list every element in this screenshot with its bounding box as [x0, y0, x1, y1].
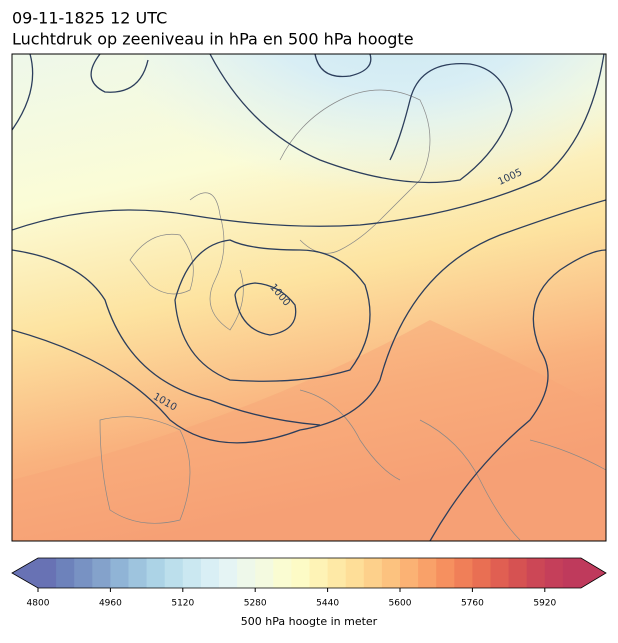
colorbar-bin	[562, 558, 582, 588]
colorbar-bin	[436, 558, 455, 588]
colorbar-bin	[219, 558, 238, 588]
colorbar-bin	[381, 558, 401, 588]
colorbar-bin	[490, 558, 510, 588]
colorbar-bin	[38, 558, 57, 588]
colorbar-bin	[74, 558, 93, 588]
colorbar-bin	[56, 558, 75, 588]
colorbar: 4800 4960 5120 5280 5440 5600 5760 5920	[11, 557, 607, 609]
colorbar-bin	[345, 558, 365, 588]
colorbar-bin	[182, 558, 202, 588]
low-pressure-area	[140, 54, 606, 270]
colorbar-tick-label: 4960	[99, 599, 122, 609]
colorbar-label: 500 hPa hoogte in meter	[241, 615, 378, 628]
title-line: 09-11-1825 12 UTC	[12, 9, 167, 28]
title-line: Luchtdruk op zeeniveau in hPa en 500 hPa…	[12, 30, 414, 49]
colorbar-bin	[291, 558, 310, 588]
colorbar-bin	[526, 558, 546, 588]
colorbar-bin	[327, 558, 347, 588]
colorbar-bin	[472, 558, 491, 588]
colorbar-bin	[237, 558, 256, 588]
colorbar-bin	[400, 558, 419, 588]
colorbar-bin	[544, 558, 564, 588]
colorbar-bin	[363, 558, 383, 588]
colorbar-bin	[128, 558, 148, 588]
colorbar-bin	[273, 558, 292, 588]
colorbar-tick-label: 5600	[389, 599, 412, 609]
colorbar-bin	[92, 558, 111, 588]
colorbar-extension	[581, 558, 606, 588]
coastlines	[99, 89, 606, 541]
colorbar-tick-label: 5440	[316, 599, 339, 609]
colorbar-outline	[11, 557, 607, 589]
map: 1005 1000 1010	[12, 54, 606, 541]
colorbar-bin	[110, 558, 129, 588]
colorbar-tick-label: 5920	[533, 599, 556, 609]
colorbar-bin	[164, 558, 184, 588]
colorbar-extension	[12, 558, 38, 588]
colorbar-tick-label: 5280	[244, 599, 267, 609]
colorbar-bin	[454, 558, 473, 588]
colorbar-tick-label: 5120	[171, 599, 194, 609]
colorbar-bin	[146, 558, 166, 588]
shading	[12, 320, 606, 541]
colorbar-tick-label: 5760	[461, 599, 484, 609]
colorbar-tick-label: 4800	[27, 599, 50, 609]
colorbar-bin	[200, 558, 220, 588]
colorbar-bin	[309, 558, 329, 588]
colorbar-bin	[508, 558, 528, 588]
map-frame	[11, 53, 607, 542]
isobars	[12, 54, 606, 541]
colorbar-bin	[255, 558, 274, 588]
colorbar-bin	[418, 558, 437, 588]
